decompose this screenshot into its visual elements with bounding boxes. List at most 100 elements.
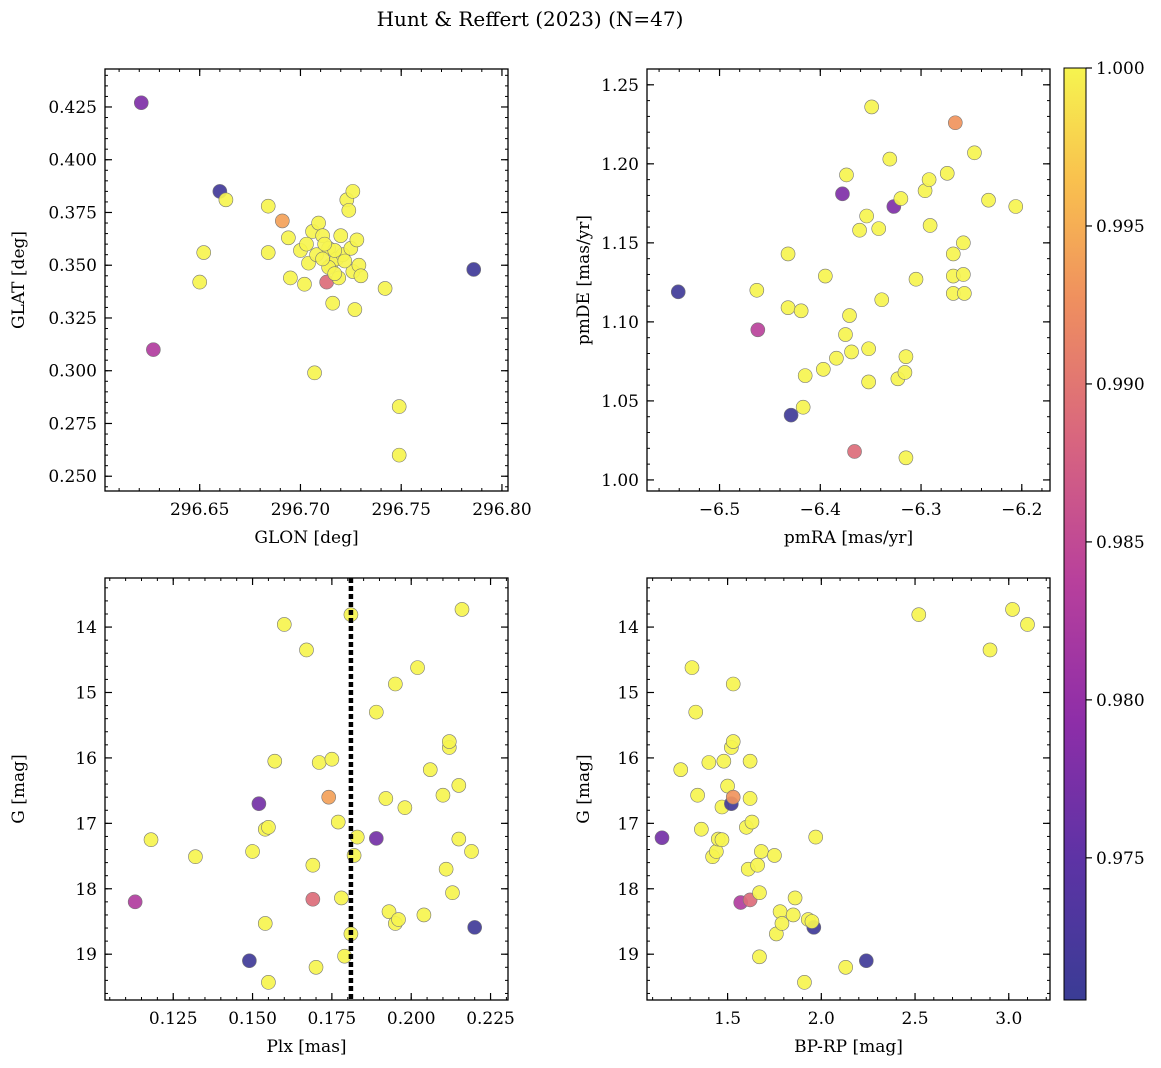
data-point	[908, 271, 924, 287]
data-point	[451, 778, 467, 793]
colorbar: 0.975 0.980 0.985 0.990 0.995 1.000	[1063, 59, 1145, 1001]
data-point	[673, 762, 689, 777]
x-tick-label: −6.3	[900, 500, 941, 520]
y-tick-label: 14	[617, 618, 639, 638]
data-point	[688, 704, 704, 720]
y-axis-label: GLAT [deg]	[9, 231, 29, 329]
data-point	[871, 221, 887, 236]
data-point	[416, 907, 432, 923]
data-point	[859, 953, 874, 969]
data-point	[839, 167, 854, 183]
data-point	[981, 192, 996, 208]
data-point	[898, 450, 914, 466]
data-point	[321, 789, 337, 805]
data-point	[451, 831, 467, 847]
data-point	[441, 734, 457, 749]
y-tick-label: 0.425	[48, 98, 97, 118]
data-point	[852, 222, 867, 238]
data-point	[1008, 199, 1024, 214]
data-point	[861, 341, 876, 357]
data-point	[297, 276, 312, 292]
y-axis-label: G [mag]	[9, 754, 29, 823]
data-point	[922, 218, 938, 233]
data-point	[844, 344, 859, 360]
x-tick-label: 2.5	[902, 1009, 929, 1029]
data-point	[381, 904, 397, 919]
data-point	[466, 262, 482, 277]
data-point	[797, 975, 812, 990]
data-point	[750, 857, 765, 873]
data-point	[835, 186, 850, 202]
data-point	[464, 844, 479, 859]
data-point	[714, 832, 730, 848]
data-point	[797, 368, 813, 383]
data-point	[1020, 617, 1035, 632]
data-point	[808, 829, 823, 845]
y-tick-label: 1.00	[601, 471, 639, 491]
data-point	[467, 920, 482, 935]
data-point	[267, 753, 283, 769]
y-tick-label: 1.15	[601, 234, 639, 254]
data-point	[397, 800, 413, 815]
x-axis-label: Plx [mas]	[266, 1037, 346, 1057]
data-point	[281, 230, 296, 246]
data-point	[146, 342, 161, 357]
colorbar-gradient	[1063, 67, 1087, 1001]
data-point	[188, 849, 203, 865]
data-point	[192, 274, 208, 290]
data-point	[742, 791, 758, 806]
y-axis-label: pmDE [mas/yr]	[574, 215, 594, 345]
panel-glon_glat: 296.65 296.70 296.75 296.80 0.250 0.275 0.300 0…	[9, 68, 532, 548]
data-point	[257, 916, 273, 931]
data-point	[725, 789, 741, 805]
data-point	[377, 281, 393, 296]
y-tick-label: 15	[75, 683, 97, 703]
data-point	[967, 145, 982, 161]
colorbar-tick-label: 0.985	[1096, 533, 1145, 553]
data-point	[324, 751, 340, 767]
data-point	[305, 857, 321, 873]
axes-frame	[646, 68, 1051, 492]
data-point	[327, 266, 343, 281]
x-tick-label: 296.70	[271, 500, 330, 520]
data-point	[897, 365, 913, 380]
y-tick-label: 17	[75, 814, 97, 834]
data-point	[893, 191, 909, 206]
data-point	[780, 300, 796, 315]
y-tick-label: 16	[75, 749, 97, 769]
data-point	[956, 235, 971, 251]
x-tick-label: 296.65	[170, 500, 229, 520]
y-tick-label: 0.300	[48, 362, 97, 382]
y-tick-label: 1.10	[601, 313, 639, 333]
data-point	[251, 796, 267, 812]
y-tick-label: 0.350	[48, 256, 97, 276]
data-point	[774, 916, 790, 931]
data-point	[882, 151, 898, 167]
x-tick-label: 0.125	[149, 1009, 198, 1029]
figure-title: Hunt & Reffert (2023) (N=47)	[377, 7, 684, 31]
colorbar-tick-label: 0.995	[1096, 217, 1145, 237]
y-tick-label: 1.25	[601, 76, 639, 96]
data-point	[861, 374, 876, 390]
data-point	[454, 602, 470, 617]
data-point	[752, 949, 767, 965]
y-tick-label: 0.275	[48, 414, 97, 434]
data-point	[391, 447, 407, 463]
y-tick-label: 1.20	[601, 155, 639, 175]
data-point	[345, 184, 361, 199]
panel-bprp_g: 1.5 2.0 2.5 3.0 14 15 16 17 18 19 BP-RP [mag] G [ma…	[574, 577, 1051, 1057]
data-point	[982, 642, 998, 658]
data-point	[945, 246, 961, 262]
data-point	[445, 885, 460, 901]
y-tick-label: 1.05	[601, 392, 639, 412]
data-point	[749, 282, 765, 298]
panel-plx_g: 0.125 0.150 0.175 0.200 0.225 14 15 16 17 18 19 Plx…	[9, 577, 515, 1057]
data-point	[311, 755, 327, 770]
data-point	[334, 890, 349, 906]
data-point	[956, 267, 971, 282]
data-point	[438, 861, 454, 877]
data-point	[750, 322, 766, 338]
data-point	[305, 891, 321, 907]
data-point	[947, 115, 963, 131]
